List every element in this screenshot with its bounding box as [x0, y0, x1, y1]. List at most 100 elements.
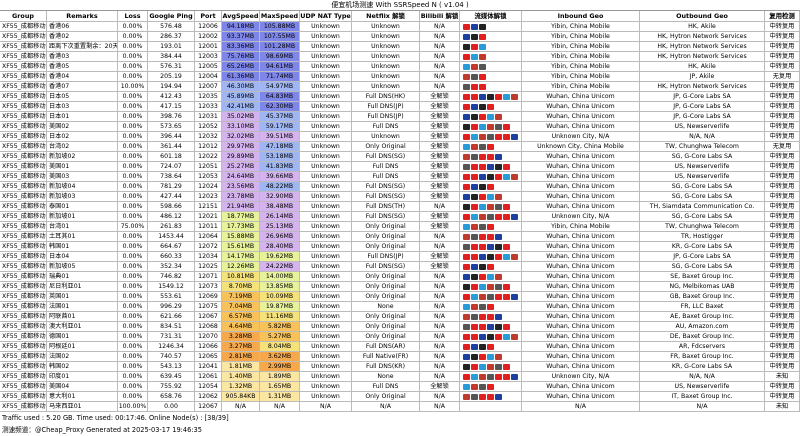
column-header: UDP NAT Type — [300, 11, 352, 21]
table-cell: XF55_成都移动 — [2, 342, 47, 351]
table-cell: 0.00% — [118, 302, 148, 311]
streaming-cell — [460, 92, 522, 101]
table-cell: US, Newserverlife — [640, 162, 765, 171]
table-cell: 14.17MB — [222, 252, 260, 261]
streaming-icon — [463, 224, 470, 230]
table-cell: Wuhan, China Unicom — [522, 232, 640, 241]
streaming-cell — [460, 202, 522, 211]
table-cell: N/A — [420, 72, 460, 81]
table-cell: XF55_成都移动 — [2, 122, 47, 131]
table-cell: Unknown — [300, 42, 352, 51]
table-cell: 12067 — [195, 402, 222, 411]
table-cell: Unknown City, China Mobile — [522, 142, 640, 151]
table-cell: 105.88MB — [260, 22, 300, 31]
streaming-icon — [471, 194, 478, 200]
table-cell: XF55_成都移动 — [2, 232, 47, 241]
table-cell: 中转复用 — [765, 42, 800, 51]
table-cell: XF55_成都移动 — [2, 372, 47, 381]
table-cell: 日本05 — [47, 92, 118, 101]
streaming-icon — [471, 324, 478, 330]
table-cell: Unknown — [300, 342, 352, 351]
table-cell: Unknown — [352, 22, 420, 31]
streaming-icon — [487, 144, 494, 150]
table-cell: XF55_成都移动 — [2, 332, 47, 341]
streaming-icon — [479, 274, 486, 280]
streaming-cell — [460, 192, 522, 201]
streaming-cell — [460, 342, 522, 351]
table-cell: SE, Baxet Group Inc. — [640, 272, 765, 281]
streaming-cell — [460, 292, 522, 301]
table-cell: Unknown — [300, 202, 352, 211]
column-header: Remarks — [47, 11, 118, 21]
table-cell: Unknown — [352, 132, 420, 141]
streaming-cell — [460, 62, 522, 71]
table-cell: JP, G-Core Labs SA — [640, 102, 765, 111]
streaming-icon — [495, 124, 502, 130]
table-cell: Unknown City, N/A — [522, 132, 640, 141]
streaming-icon — [471, 64, 478, 70]
streaming-icon — [471, 174, 478, 180]
table-cell: Wuhan, China Unicom — [522, 162, 640, 171]
streaming-icon — [487, 104, 494, 110]
table-cell: Wuhan, China Unicom — [522, 152, 640, 161]
streaming-icon — [463, 104, 470, 110]
table-cell: N/A — [420, 352, 460, 361]
table-cell: 0.00% — [118, 292, 148, 301]
table-cell: 12041 — [195, 362, 222, 371]
table-cell: XF55_成都移动 — [2, 62, 47, 71]
table-cell: 意大利01 — [47, 392, 118, 401]
table-cell: 全解锁 — [420, 142, 460, 151]
streaming-icon — [479, 194, 486, 200]
table-cell: 中转复用 — [765, 302, 800, 311]
table-cell: Yibin, China Mobile — [522, 82, 640, 91]
table-cell: 12052 — [195, 122, 222, 131]
table-cell: Unknown — [300, 112, 352, 121]
streaming-cell — [460, 302, 522, 311]
table-cell: 0.00% — [118, 232, 148, 241]
table-cell: 12066 — [195, 342, 222, 351]
table-cell: US, Newserverlife — [640, 382, 765, 391]
streaming-icon — [487, 344, 494, 350]
table-cell: 土耳其01 — [47, 232, 118, 241]
table-cell: N/A — [420, 322, 460, 331]
table-cell: Unknown — [352, 42, 420, 51]
streaming-icon — [471, 34, 478, 40]
table-cell: 8.70MB — [222, 282, 260, 291]
data-row: XF55_成都移动 日本03 0.00% 417.15 12033 42.41MB 62.3… — [0, 102, 800, 112]
table-cell: Wuhan, China Unicom — [522, 172, 640, 181]
table-cell: 新加坡05 — [47, 262, 118, 271]
streaming-icon — [479, 44, 486, 50]
data-row: XF55_成都移动 台湾01 75.00% 261.83 12011 17.73MB 25.… — [0, 222, 800, 232]
streaming-cell — [460, 232, 522, 241]
streaming-icon — [503, 254, 510, 260]
data-row: XF55_成都移动 阿根廷01 0.00% 1246.34 12066 3.27MB 8.0… — [0, 342, 800, 352]
streaming-icon — [495, 254, 502, 260]
table-cell: 中转复用 — [765, 332, 800, 341]
streaming-icon — [503, 244, 510, 250]
table-cell: N/A — [420, 272, 460, 281]
table-cell: 12024 — [195, 182, 222, 191]
table-cell: 205.19 — [148, 72, 195, 81]
streaming-cell — [460, 332, 522, 341]
table-cell: 0.00% — [118, 322, 148, 331]
streaming-icon — [495, 204, 502, 210]
table-cell: Unknown — [300, 392, 352, 401]
table-cell: N/A — [420, 42, 460, 51]
table-cell: 中转复用 — [765, 22, 800, 31]
table-cell: Full DNS(SG) — [352, 182, 420, 191]
table-cell: 尼日利亚01 — [47, 282, 118, 291]
streaming-icon — [463, 144, 470, 150]
table-cell: 1.65MB — [260, 382, 300, 391]
table-cell: 576.31 — [148, 62, 195, 71]
table-cell: Unknown — [300, 322, 352, 331]
table-cell: 美国02 — [47, 122, 118, 131]
table-cell: XF55_成都移动 — [2, 282, 47, 291]
table-cell: 12021 — [195, 212, 222, 221]
table-cell: Only Original — [352, 282, 420, 291]
streaming-icon — [471, 154, 478, 160]
data-row: XF55_成都移动 美国04 0.00% 755.92 12054 1.32MB 1.65M… — [0, 382, 800, 392]
streaming-icon — [463, 54, 470, 60]
streaming-icon — [487, 174, 494, 180]
table-cell: 美国01 — [47, 162, 118, 171]
table-cell: 10.09MB — [260, 292, 300, 301]
